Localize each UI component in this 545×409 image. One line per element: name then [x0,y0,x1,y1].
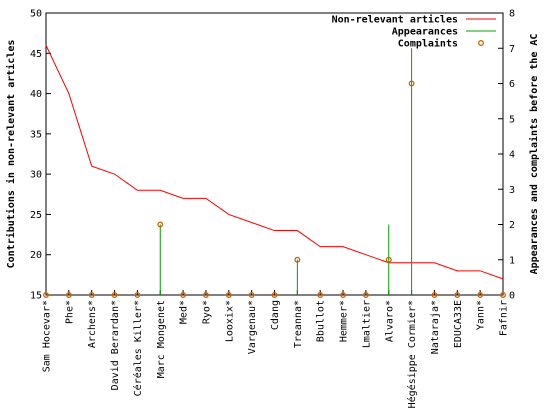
right-tick-label: 1 [509,255,515,266]
complaint-point [180,292,187,298]
complaint-point [134,292,141,298]
x-tick-label: Phe* [64,300,75,324]
x-tick-label: EDUCA33E [453,300,464,348]
x-tick-label: Hégésippe Cormier* [406,300,418,408]
x-tick-label: Céréales Killer* [132,300,144,396]
right-tick-label: 4 [509,150,515,161]
legend-label: Non-relevant articles [332,14,458,26]
x-tick-label: Ryo* [201,300,212,324]
x-tick-label: Looxix* [224,300,235,342]
series-line-non-relevant [45,45,504,280]
x-tick-label: David Berardan* [110,300,121,390]
complaint-point [157,221,164,228]
left-axis-title: Contributions in non-relevant articles [5,40,17,269]
complaint-point [43,292,49,298]
right-tick-label: 6 [509,79,515,90]
complaint-point [65,292,72,298]
x-tick-label: Fafnir [499,300,510,336]
left-tick-label: 15 [30,291,42,302]
x-tick-label: Yann* [476,300,487,330]
left-tick-label: 50 [30,9,42,20]
x-tick-label: Alvaro* [384,300,395,342]
legend-sample-point [478,40,484,46]
complaint-point [340,292,346,298]
x-tick-label: Nataraja* [430,300,441,354]
complaint-point [385,256,392,263]
complaint-point [408,80,415,87]
complaint-point [317,292,324,298]
series [43,45,506,298]
right-tick-label: 8 [509,9,515,20]
legend: Non-relevant articlesAppearancesComplain… [332,14,496,50]
complaint-point [500,292,506,298]
x-tick-label: Bbullot [316,300,327,342]
complaint-point [362,292,369,298]
left-tick-label: 25 [30,210,42,221]
x-tick-label: Archens* [87,300,98,348]
axes [45,12,504,296]
complaint-point [477,292,484,298]
x-tick-label: Med* [179,300,190,324]
right-tick-label: 3 [509,185,515,196]
left-tick-label: 20 [30,250,42,261]
complaint-point [294,256,301,263]
complaint-point [225,292,232,298]
legend-label: Complaints [398,38,458,50]
right-tick-label: 5 [509,114,515,125]
complaint-point [248,292,255,298]
complaint-point [202,292,209,298]
right-axis-title: Appearances and complaints before the AC [528,34,540,275]
left-tick-label: 35 [30,129,42,140]
right-tick-label: 0 [509,291,515,302]
x-tick-label: Cdang [270,300,281,330]
x-tick-label: Marc Mongenet [156,300,167,378]
x-tick-label: Treanna* [293,300,304,348]
left-tick-label: 30 [30,170,42,181]
legend-label: Appearances [392,27,458,38]
complaint-point [431,292,438,298]
x-tick-label: Vargenau* [247,300,258,354]
complaint-point [271,292,278,298]
plot-frame [45,12,504,296]
complaint-point [111,292,118,298]
left-tick-label: 45 [30,49,42,60]
x-tick-label: Lmaltier [361,300,372,348]
x-tick-label: Hemmer* [339,300,350,342]
right-tick-label: 2 [509,220,515,231]
complaint-point [454,292,461,298]
x-tick-label: Sam Hocevar* [42,300,53,372]
complaint-point [88,292,95,298]
right-tick-label: 7 [509,44,515,55]
left-tick-label: 40 [30,89,42,100]
